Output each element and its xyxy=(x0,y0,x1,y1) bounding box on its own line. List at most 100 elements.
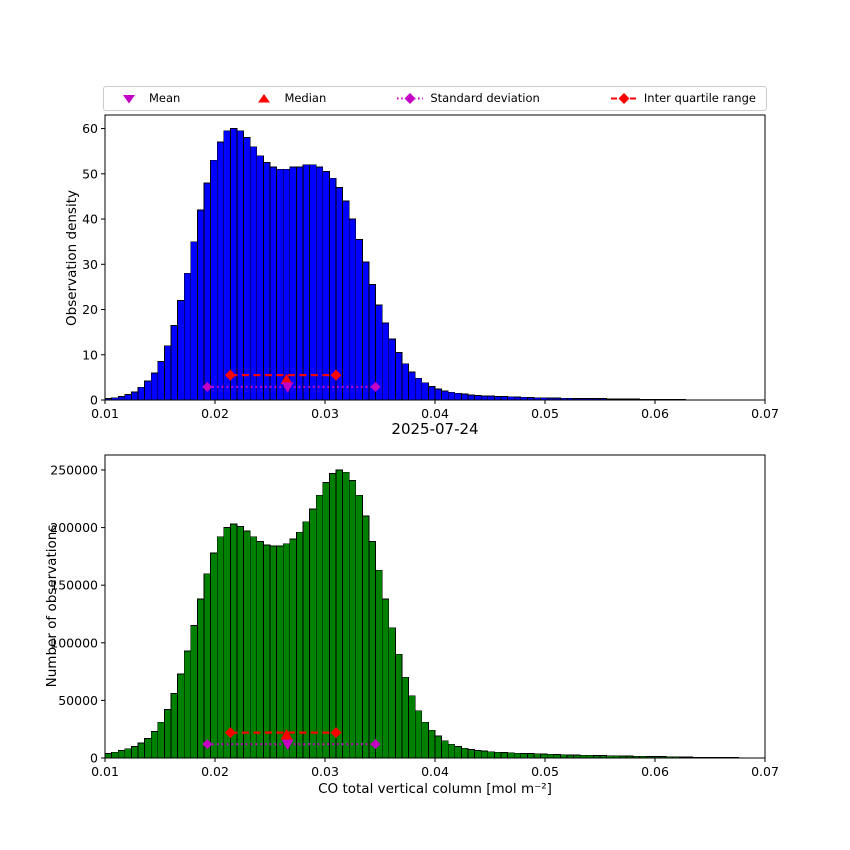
histogram-bar xyxy=(375,569,383,759)
histogram-bar xyxy=(361,515,370,759)
histogram-bar xyxy=(500,396,508,401)
histogram-bar xyxy=(130,746,139,759)
histogram-bar xyxy=(183,650,192,759)
histogram-bar xyxy=(269,166,277,401)
y-tick-label: 100000 xyxy=(50,635,98,650)
x-tick-label: 0.03 xyxy=(311,406,339,421)
histogram-bar xyxy=(533,753,541,759)
histogram-bar xyxy=(540,753,548,759)
histogram-bar xyxy=(474,395,482,401)
histogram-bar xyxy=(447,391,456,401)
histogram-bar xyxy=(229,523,238,759)
diamond-marker-icon xyxy=(330,727,342,739)
histogram-bar xyxy=(427,729,436,759)
triangle-up-marker-icon xyxy=(280,728,293,740)
legend-item-label: Mean xyxy=(149,90,181,105)
histogram-bar xyxy=(388,627,396,759)
histogram-bar xyxy=(460,393,469,401)
histogram-bar xyxy=(302,521,310,759)
histogram-bar xyxy=(256,155,264,401)
y-tick-label: 250000 xyxy=(50,462,98,477)
histogram-bar xyxy=(236,130,244,401)
xlabel-co-total-vertical-column: CO total vertical column [mol m⁻²] xyxy=(318,781,552,797)
histogram-bar xyxy=(381,598,390,759)
histogram-bar xyxy=(243,137,251,401)
histogram-bar xyxy=(190,241,198,401)
histogram-bar xyxy=(414,710,423,759)
histogram-bar xyxy=(137,386,145,401)
ylabel-number-of-observations: Number of observations xyxy=(44,524,60,688)
histogram-bar xyxy=(170,693,178,759)
histogram-bar xyxy=(408,695,416,759)
histogram-bar xyxy=(441,390,449,401)
histogram-bar xyxy=(157,361,165,401)
triangle-up-marker-icon xyxy=(280,373,293,385)
histogram-bar xyxy=(170,324,178,401)
legend-item-median: Median xyxy=(249,91,326,106)
y-tick-label: 50 xyxy=(82,166,98,181)
histogram-bar xyxy=(289,538,297,759)
triangle-down-marker-icon xyxy=(281,382,294,393)
histogram-bar xyxy=(203,573,211,759)
x-tick-label: 0.07 xyxy=(751,406,779,421)
histogram-bar xyxy=(474,750,482,759)
x-tick-label: 0.07 xyxy=(751,764,779,779)
histogram-bar xyxy=(249,536,258,759)
histogram-bar xyxy=(124,394,132,401)
x-tick-label: 0.02 xyxy=(201,406,229,421)
histogram-bar xyxy=(163,345,172,401)
histogram-bar xyxy=(177,673,185,759)
y-tick-label: 30 xyxy=(82,257,98,272)
histogram-bar xyxy=(196,209,205,401)
iqr-marker-icon xyxy=(610,93,637,104)
top-ticks: 0.01 0.02 0.03 0.04 0.05 0.06 0.07 0 10 20 30 40 50 6… xyxy=(82,121,779,421)
histogram-bar xyxy=(315,494,324,759)
histogram-bar xyxy=(183,272,192,401)
legend-item-standard-deviation: Standard deviation xyxy=(395,90,540,106)
histogram-bar xyxy=(150,731,159,759)
histogram-bar xyxy=(309,508,317,759)
histogram-bar xyxy=(262,544,271,759)
x-tick-label: 0.06 xyxy=(641,764,669,779)
histogram-bar xyxy=(210,552,218,759)
histogram-bar xyxy=(322,482,330,759)
histogram-bar xyxy=(144,380,152,401)
histogram-bar xyxy=(328,177,337,401)
histogram-bar xyxy=(454,392,462,401)
x-tick-label: 0.06 xyxy=(641,406,669,421)
histogram-bar xyxy=(196,598,205,759)
histogram-bar xyxy=(309,164,317,401)
histogram-bar xyxy=(269,545,277,759)
x-tick-label: 0.04 xyxy=(421,764,449,779)
y-tick-label: 0 xyxy=(90,393,98,408)
legend-item-mean: Mean xyxy=(114,91,180,106)
y-tick-label: 50000 xyxy=(58,693,98,708)
histogram-bar xyxy=(130,391,139,401)
histogram-bar xyxy=(223,527,231,759)
top-histogram-bars xyxy=(104,128,700,401)
histogram-bar xyxy=(460,747,469,759)
histogram-bar xyxy=(210,159,218,401)
histogram-bar xyxy=(256,541,264,759)
y-tick-label: 40 xyxy=(82,212,98,227)
y-tick-label: 150000 xyxy=(50,578,98,593)
x-tick-label: 0.02 xyxy=(201,764,229,779)
legend-item-label: Median xyxy=(284,90,327,105)
histogram-bar xyxy=(434,388,442,401)
histogram-bar xyxy=(335,186,343,401)
bottom-histogram-bars xyxy=(104,469,739,759)
legend-item-label: Standard deviation xyxy=(430,90,540,105)
x-tick-label: 0.03 xyxy=(311,764,339,779)
histogram-bar xyxy=(223,130,231,401)
histogram-bar xyxy=(144,738,152,759)
histogram-bar xyxy=(249,146,258,401)
histogram-bar xyxy=(236,526,244,759)
histogram-bar xyxy=(421,721,429,759)
histogram-bar xyxy=(295,531,304,759)
histogram-bar xyxy=(388,338,396,401)
histogram-bar xyxy=(434,735,442,759)
top-stats-overlay xyxy=(202,369,381,393)
diamond-marker-icon xyxy=(370,381,381,392)
histogram-bar xyxy=(355,494,363,759)
